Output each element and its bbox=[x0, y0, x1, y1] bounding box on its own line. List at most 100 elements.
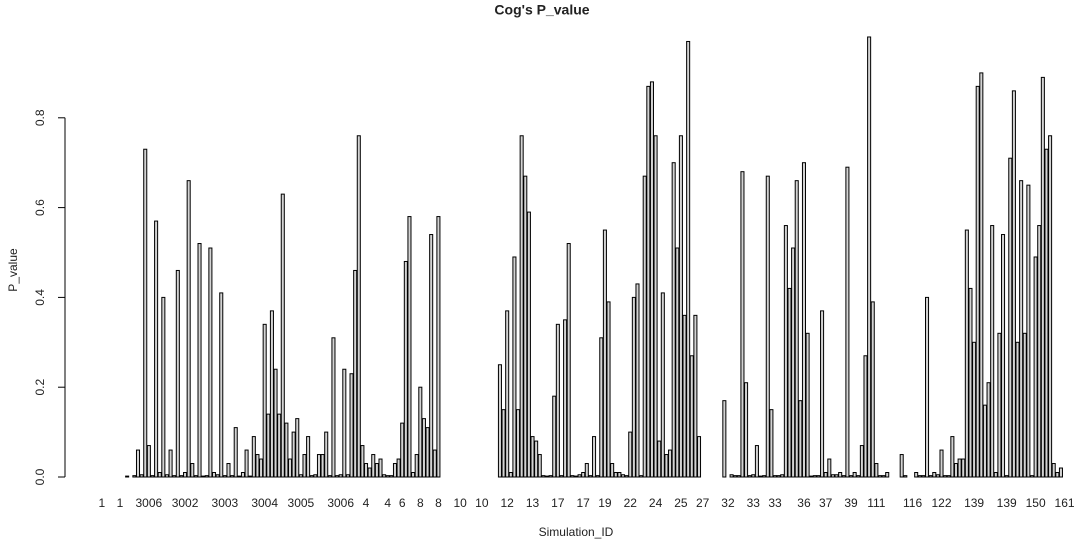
bar bbox=[356, 135, 361, 478]
bar bbox=[592, 436, 597, 478]
bar bbox=[313, 474, 318, 478]
bar bbox=[599, 337, 604, 478]
bar bbox=[179, 475, 184, 478]
bar bbox=[780, 474, 785, 478]
bar bbox=[838, 472, 843, 478]
bar bbox=[421, 418, 426, 478]
bar bbox=[972, 341, 977, 478]
x-tick-label: 122 bbox=[931, 496, 951, 510]
x-tick-label: 1 bbox=[98, 496, 105, 510]
bar bbox=[631, 296, 636, 478]
bar bbox=[689, 355, 694, 478]
bar bbox=[696, 436, 702, 478]
bar bbox=[1019, 180, 1024, 478]
bar bbox=[563, 319, 568, 478]
bar bbox=[856, 475, 861, 478]
bar bbox=[157, 472, 162, 478]
bar bbox=[342, 368, 347, 478]
bar bbox=[172, 475, 177, 478]
bar bbox=[827, 458, 832, 478]
bar bbox=[360, 445, 365, 478]
bar bbox=[237, 475, 242, 478]
bar bbox=[946, 475, 951, 478]
bar bbox=[516, 409, 521, 478]
bar bbox=[881, 475, 886, 478]
bar bbox=[1001, 234, 1006, 478]
y-tick-label: 0.2 bbox=[33, 379, 47, 396]
bar bbox=[925, 296, 930, 478]
x-tick-label: 3006 bbox=[136, 496, 163, 510]
bar bbox=[964, 229, 969, 478]
bar bbox=[769, 409, 774, 478]
bar bbox=[407, 216, 412, 478]
bar bbox=[957, 458, 962, 478]
bar bbox=[378, 458, 383, 478]
bar bbox=[649, 81, 654, 478]
bar bbox=[820, 310, 825, 478]
bar bbox=[877, 475, 883, 478]
bar bbox=[628, 431, 633, 478]
bar bbox=[1011, 90, 1016, 478]
bar bbox=[201, 475, 206, 478]
bar bbox=[772, 475, 778, 478]
bar bbox=[512, 256, 517, 478]
bar bbox=[660, 292, 665, 478]
bar bbox=[277, 413, 282, 478]
bar bbox=[617, 472, 622, 478]
bar bbox=[903, 475, 908, 478]
bar bbox=[830, 474, 835, 478]
bar bbox=[671, 162, 676, 478]
bar bbox=[530, 436, 535, 478]
bar bbox=[508, 472, 513, 478]
bar bbox=[139, 474, 144, 478]
y-tick-label: 0.8 bbox=[33, 109, 47, 126]
bar bbox=[747, 475, 752, 478]
bar bbox=[324, 431, 329, 478]
bar bbox=[1026, 184, 1031, 478]
x-axis-label: Simulation_ID bbox=[539, 525, 614, 539]
x-tick-label: 3005 bbox=[288, 496, 315, 510]
x-tick-label: 3006 bbox=[327, 496, 354, 510]
bar bbox=[982, 404, 987, 478]
bar bbox=[1040, 76, 1045, 478]
bar bbox=[917, 475, 922, 478]
bar bbox=[306, 436, 311, 478]
bar bbox=[1022, 332, 1027, 478]
bar bbox=[193, 475, 198, 478]
bar bbox=[885, 472, 890, 478]
bar bbox=[809, 475, 814, 478]
x-tick-label: 19 bbox=[598, 496, 612, 510]
bar bbox=[841, 475, 846, 478]
bar bbox=[968, 287, 973, 478]
bar bbox=[168, 449, 173, 478]
chart-title: Cog's P_value bbox=[494, 2, 589, 18]
bar bbox=[374, 463, 379, 478]
bar bbox=[371, 454, 376, 478]
x-tick-label: 12 bbox=[501, 496, 515, 510]
bar bbox=[588, 475, 593, 478]
bar bbox=[639, 475, 644, 478]
bar bbox=[812, 475, 817, 478]
bar bbox=[389, 475, 394, 478]
bar bbox=[183, 472, 188, 478]
bar bbox=[939, 449, 944, 478]
bar bbox=[595, 475, 600, 478]
bar bbox=[338, 474, 343, 478]
bar bbox=[754, 445, 759, 478]
bar bbox=[320, 454, 325, 478]
bar bbox=[990, 225, 995, 478]
bar bbox=[135, 449, 141, 478]
bar bbox=[240, 472, 245, 478]
bar bbox=[950, 436, 955, 478]
bar bbox=[653, 135, 658, 478]
x-tick-label: 161 bbox=[1055, 496, 1075, 510]
y-tick-label: 0.0 bbox=[33, 468, 47, 485]
x-tick-label: 32 bbox=[721, 496, 735, 510]
bar bbox=[364, 463, 369, 478]
bar bbox=[849, 475, 854, 478]
bar bbox=[744, 382, 749, 478]
bar bbox=[190, 463, 195, 478]
bar bbox=[581, 472, 586, 478]
bar bbox=[280, 193, 285, 478]
